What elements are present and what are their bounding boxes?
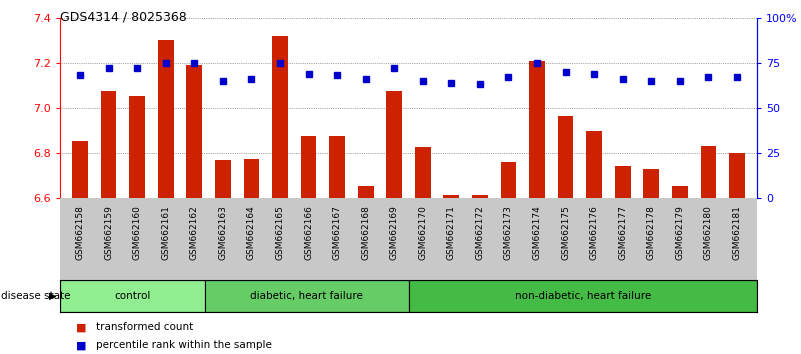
Bar bbox=[472, 195, 488, 198]
Bar bbox=[187, 65, 202, 198]
Bar bbox=[205, 280, 409, 312]
Bar bbox=[101, 91, 116, 198]
Text: GSM662163: GSM662163 bbox=[219, 205, 227, 259]
Bar bbox=[729, 153, 745, 198]
Bar bbox=[444, 195, 459, 198]
Bar bbox=[300, 136, 316, 198]
Text: GSM662166: GSM662166 bbox=[304, 205, 313, 259]
Text: GSM662162: GSM662162 bbox=[190, 205, 199, 259]
Text: GSM662180: GSM662180 bbox=[704, 205, 713, 259]
Text: GSM662170: GSM662170 bbox=[418, 205, 427, 259]
Text: GSM662159: GSM662159 bbox=[104, 205, 113, 259]
Bar bbox=[415, 148, 431, 198]
Bar bbox=[158, 40, 174, 198]
Bar bbox=[272, 36, 288, 198]
Text: GSM662165: GSM662165 bbox=[276, 205, 284, 259]
Bar bbox=[672, 186, 688, 198]
Bar bbox=[386, 91, 402, 198]
Bar bbox=[358, 186, 373, 198]
Bar bbox=[129, 96, 145, 198]
Text: GSM662158: GSM662158 bbox=[75, 205, 85, 259]
Bar bbox=[72, 141, 88, 198]
Text: GSM662161: GSM662161 bbox=[161, 205, 171, 259]
Text: GSM662179: GSM662179 bbox=[675, 205, 684, 259]
Text: ▶: ▶ bbox=[49, 291, 56, 301]
Text: disease state: disease state bbox=[1, 291, 70, 301]
Text: GSM662173: GSM662173 bbox=[504, 205, 513, 259]
Text: GSM662178: GSM662178 bbox=[646, 205, 656, 259]
Bar bbox=[643, 169, 659, 198]
Text: GSM662176: GSM662176 bbox=[590, 205, 598, 259]
Text: ■: ■ bbox=[76, 340, 87, 350]
Text: GSM662164: GSM662164 bbox=[247, 205, 256, 259]
Text: GSM662169: GSM662169 bbox=[390, 205, 399, 259]
Text: ■: ■ bbox=[76, 322, 87, 332]
Text: control: control bbox=[115, 291, 151, 301]
Text: GSM662175: GSM662175 bbox=[561, 205, 570, 259]
Text: percentile rank within the sample: percentile rank within the sample bbox=[96, 340, 272, 350]
Bar bbox=[557, 116, 574, 198]
Text: GSM662171: GSM662171 bbox=[447, 205, 456, 259]
Text: non-diabetic, heart failure: non-diabetic, heart failure bbox=[514, 291, 651, 301]
Bar bbox=[615, 166, 630, 198]
Text: GSM662168: GSM662168 bbox=[361, 205, 370, 259]
Text: GSM662160: GSM662160 bbox=[133, 205, 142, 259]
Bar bbox=[329, 136, 345, 198]
Text: GSM662172: GSM662172 bbox=[476, 205, 485, 259]
Text: GSM662167: GSM662167 bbox=[332, 205, 341, 259]
Bar bbox=[409, 280, 757, 312]
Bar bbox=[586, 131, 602, 198]
Text: transformed count: transformed count bbox=[96, 322, 193, 332]
Bar bbox=[529, 61, 545, 198]
Text: GSM662174: GSM662174 bbox=[533, 205, 541, 259]
Text: GDS4314 / 8025368: GDS4314 / 8025368 bbox=[60, 11, 187, 24]
Bar bbox=[501, 162, 517, 198]
Text: diabetic, heart failure: diabetic, heart failure bbox=[251, 291, 364, 301]
Bar bbox=[701, 146, 716, 198]
Bar bbox=[215, 160, 231, 198]
Text: GSM662177: GSM662177 bbox=[618, 205, 627, 259]
Bar bbox=[244, 159, 260, 198]
Bar bbox=[60, 280, 205, 312]
Text: GSM662181: GSM662181 bbox=[732, 205, 742, 259]
